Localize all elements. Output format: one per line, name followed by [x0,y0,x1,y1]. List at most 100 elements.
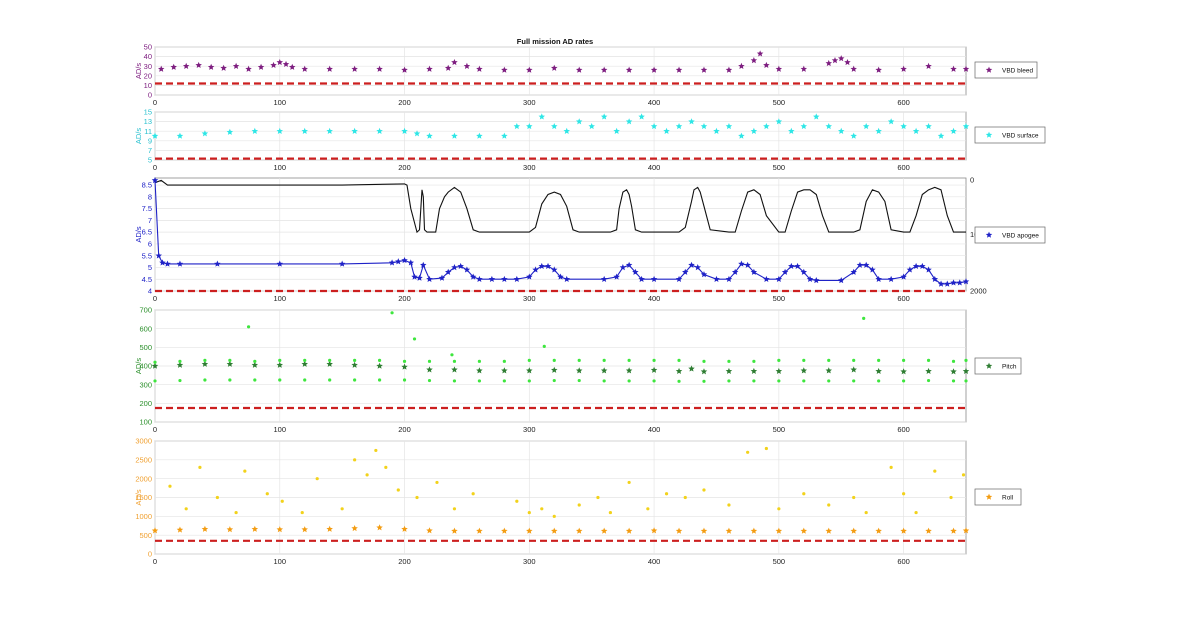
legend-label: VBD bleed [1002,68,1033,75]
data-point [600,367,608,374]
x-tick-label: 200 [398,163,411,172]
x-tick-label: 0 [153,163,157,172]
data-point [750,127,758,134]
data-point [933,469,937,473]
data-point [502,359,506,363]
data-point [650,275,658,282]
data-point [226,360,234,367]
series-2 [153,358,968,364]
data-point [265,492,269,496]
x-tick-label: 300 [523,98,536,107]
x-tick-label: 400 [648,557,661,566]
data-point [326,127,333,134]
data-point [794,262,801,270]
data-point [427,359,432,363]
data-point [827,379,831,383]
x-tick-label: 200 [398,557,411,566]
data-point [326,65,333,72]
data-point [207,63,215,70]
data-point [827,503,831,507]
data-point [542,344,546,348]
x-tick-label: 500 [773,163,786,172]
y-tick-label: 1000 [135,512,152,521]
data-point [875,66,882,73]
data-point [700,271,708,278]
y-tick-label: 3000 [135,437,152,446]
x-tick-label: 500 [773,557,786,566]
data-point [280,499,284,503]
data-point [476,132,483,139]
data-point [402,359,407,363]
data-point [353,378,357,382]
data-point [600,275,608,282]
data-point [677,358,681,362]
data-point [727,379,731,383]
data-point [526,367,533,374]
data-point [411,273,418,280]
data-point [825,123,832,130]
data-point [788,262,795,270]
legend-box [974,61,1038,79]
data-point [257,63,265,70]
data-point [251,525,259,532]
data-point [303,358,307,362]
data-point [925,123,932,130]
data-point [902,358,906,362]
data-point [675,527,683,534]
data-point [412,337,417,341]
data-point [226,128,234,135]
data-point [278,358,282,362]
data-point [444,64,452,71]
data-point [315,477,319,481]
data-point [813,277,820,284]
data-point [351,361,358,368]
data-point [781,268,789,275]
data-point [725,123,733,130]
data-point [203,378,207,382]
y-tick-label: 100 [139,418,152,427]
x-tick-label: 0 [153,557,157,566]
data-point [600,66,608,73]
series-1 [154,179,966,234]
data-point [151,362,159,369]
y-tick-label: 5 [148,263,152,272]
data-point [376,65,383,72]
x-tick-label: 400 [648,98,661,107]
data-point [800,123,808,130]
data-point [961,473,966,477]
data-point [850,132,857,139]
data-point [153,379,157,383]
data-point [788,127,795,134]
data-point [451,366,458,373]
data-point [226,526,234,533]
data-point [396,488,400,492]
data-point [763,123,770,130]
data-point [750,57,758,64]
data-point [632,268,639,275]
data-point [170,63,177,70]
data-point [407,259,415,266]
data-point [775,275,783,282]
data-point [852,358,856,362]
legend-box [974,488,1022,506]
data-point [825,527,832,534]
data-point [663,127,670,134]
data-point [887,275,895,282]
data-point [756,50,764,57]
x-tick-label: 200 [398,98,411,107]
data-point [451,527,458,534]
series-2 [168,446,966,518]
data-point [738,62,745,69]
y-tick-label: 700 [139,306,152,315]
data-point [750,527,758,534]
y-tick-label: 10 [144,81,152,90]
data-point [775,118,783,125]
x-tick-label: 300 [523,163,536,172]
x-tick-label: 300 [523,425,536,434]
data-point [688,261,695,268]
data-point [964,379,968,383]
legend-box [974,226,1046,244]
y-tick-label: 6.5 [142,228,152,237]
series-1 [151,113,970,139]
